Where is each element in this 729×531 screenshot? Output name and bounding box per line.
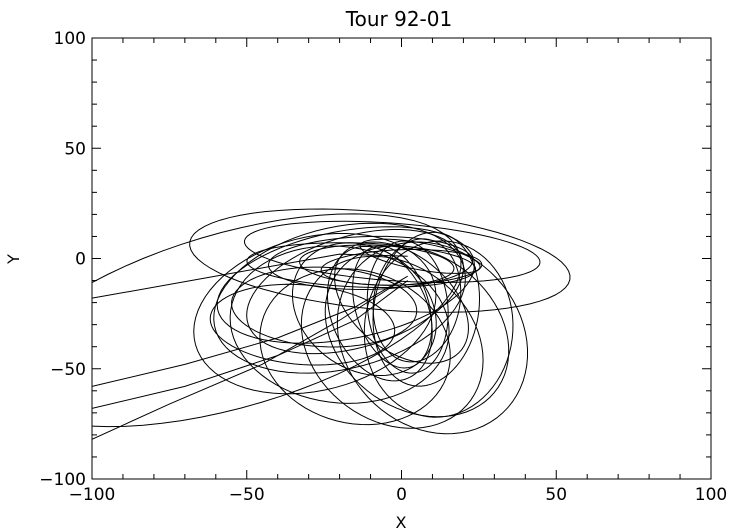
y-tick-label: −100 (39, 470, 86, 490)
orbit-trace (320, 248, 483, 286)
orbit-trace (334, 241, 469, 364)
orbit-trace (229, 245, 450, 404)
approach-trajectory (92, 280, 402, 440)
orbit-trace (352, 245, 433, 369)
orbit-trace (209, 283, 396, 366)
tick-marks (91, 37, 712, 480)
y-axis-title: Y (4, 254, 23, 265)
plot-frame (91, 37, 712, 480)
x-tick-label: 100 (695, 485, 727, 505)
x-tick-label: 50 (545, 485, 567, 505)
orbit-trace (259, 268, 451, 426)
y-tick-label: 50 (64, 139, 86, 159)
orbit-trace (291, 242, 437, 377)
tick-labels: −100 −50 0 50 100 −100 −50 0 50 100 (39, 29, 727, 505)
orbit-trace (213, 222, 466, 374)
x-tick-label: −50 (229, 485, 265, 505)
orbit-trace (363, 240, 514, 418)
approach-trajectory (92, 253, 408, 299)
orbit-trace (216, 226, 475, 344)
orbit-trace (193, 233, 437, 395)
orbit-traces (92, 208, 571, 440)
y-tick-label: 0 (75, 250, 86, 270)
x-tick-label: −100 (69, 485, 116, 505)
orbit-trace (359, 238, 481, 274)
approach-trajectory (92, 275, 408, 387)
x-axis-title: X (396, 513, 407, 531)
orbit-trace (243, 220, 541, 283)
chart-title: Tour 92-01 (345, 7, 452, 31)
orbit-trace (324, 245, 510, 418)
y-tick-label: −50 (50, 360, 86, 380)
y-tick-label: 100 (54, 29, 86, 49)
x-tick-label: 0 (396, 485, 407, 505)
orbit-trace (327, 245, 433, 382)
orbit-trace (336, 241, 529, 435)
orbit-trace (300, 255, 484, 429)
orbit-trace (92, 213, 462, 428)
orbit-trace (231, 266, 418, 348)
orbit-trace (246, 229, 464, 355)
